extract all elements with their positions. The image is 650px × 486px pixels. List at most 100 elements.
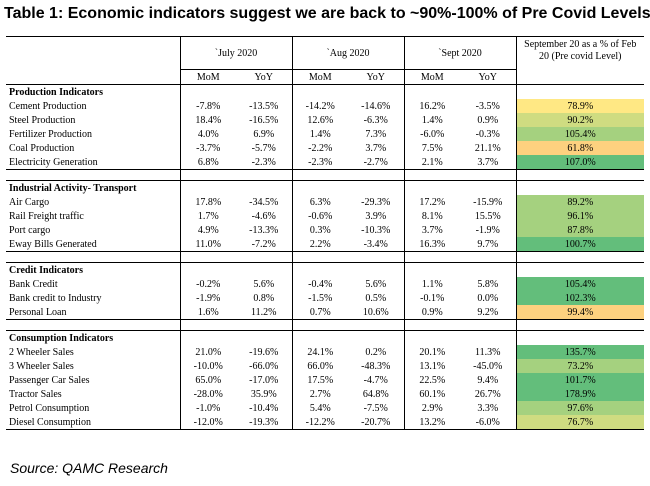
section-header-cell [403, 84, 460, 99]
value-cell: -10.4% [249, 402, 279, 414]
value-cell: 11.3% [475, 346, 501, 358]
value-cell: 15.5% [474, 210, 501, 222]
section-header-cell [179, 330, 236, 345]
pct-cell: 90.2% [515, 113, 645, 127]
table-row: Bank credit to Industry -1.9% 0.8% -1.5% 0.5… [6, 291, 645, 305]
section-title: Production Indicators [6, 84, 180, 99]
header-yoy-jul: YoY [236, 69, 292, 85]
value-cell: 6.3% [291, 195, 348, 209]
value-cell: 66.0% [291, 359, 348, 373]
value-cell: -7.2% [236, 237, 292, 252]
value-cell: 1.4% [291, 127, 348, 141]
value-cell: 4.0% [179, 127, 236, 141]
section-header-cell [236, 330, 292, 345]
value-cell: -66.0% [249, 360, 279, 372]
value-cell: 5.8% [477, 278, 499, 290]
section-spacer [6, 319, 645, 331]
spacer-cell [403, 169, 460, 181]
pct-cell: 105.4% [515, 127, 645, 141]
value-cell: 2.9% [403, 401, 460, 415]
value-cell: 9.4% [477, 374, 499, 386]
pct-cell: 89.2% [515, 195, 645, 209]
value-cell: -10.3% [361, 224, 391, 236]
section-header-cell [236, 180, 292, 195]
value-cell: -0.4% [291, 277, 348, 291]
section-header-cell [460, 330, 517, 345]
section-header-cell [515, 180, 645, 195]
value-cell: -1.0% [179, 401, 236, 415]
pct-cell: 73.2% [515, 359, 645, 373]
spacer-cell [179, 319, 236, 331]
row-label: Cement Production [9, 100, 87, 112]
value-cell: 22.5% [403, 373, 460, 387]
table-row: Port cargo 4.9% -13.3% 0.3% -10.3% 3.7% -1.9% 8… [6, 223, 645, 237]
value-cell: 20.1% [403, 345, 460, 359]
spacer-cell [460, 252, 516, 263]
spacer-cell [460, 320, 516, 331]
pct-cell: 101.7% [515, 373, 645, 387]
pct-cell: 87.8% [515, 223, 645, 237]
section-title: Consumption Indicators [6, 330, 180, 345]
value-cell: 3.7% [460, 155, 517, 170]
value-cell: 17.5% [291, 373, 348, 387]
value-cell: 1.6% [179, 305, 236, 320]
row-label: 2 Wheeler Sales [9, 346, 74, 358]
spacer-cell [515, 319, 645, 331]
spacer-cell [348, 252, 404, 263]
pct-cell: 100.7% [515, 237, 645, 252]
section-header-cell [460, 262, 517, 277]
row-label: Coal Production [9, 142, 75, 154]
header-aug-2020: `Aug 2020 [291, 36, 404, 70]
value-cell: -13.5% [249, 100, 279, 112]
value-cell: 4.9% [179, 223, 236, 237]
value-cell: 24.1% [291, 345, 348, 359]
value-cell: -48.3% [361, 360, 391, 372]
value-cell: 60.1% [403, 387, 460, 401]
value-cell: 17.2% [403, 195, 460, 209]
value-cell: -0.6% [291, 209, 348, 223]
spacer-cell [236, 320, 292, 331]
table-row: Diesel Consumption -12.0% -19.3% -12.2% -20.… [6, 415, 645, 430]
value-cell: -16.5% [249, 114, 279, 126]
value-cell: -2.7% [348, 155, 404, 170]
value-cell: 3.9% [365, 210, 387, 222]
value-cell: -6.3% [363, 114, 388, 126]
row-label: Steel Production [9, 114, 76, 126]
value-cell: 10.6% [348, 305, 404, 320]
spacer-cell [179, 251, 236, 263]
indicators-table: `July 2020 `Aug 2020 `Sept 2020 Septembe… [6, 36, 645, 430]
value-cell: 1.4% [403, 113, 460, 127]
row-label: Petrol Consumption [9, 402, 90, 414]
section-header-cell [403, 262, 460, 277]
value-cell: 11.2% [236, 305, 292, 320]
spacer-cell [348, 320, 404, 331]
value-cell: 2.2% [291, 237, 348, 252]
value-cell: 16.3% [403, 237, 460, 252]
row-label: Personal Loan [6, 305, 180, 320]
section-header-cell [348, 262, 404, 277]
section-header-cell [403, 330, 460, 345]
value-cell: 17.8% [179, 195, 236, 209]
value-cell: -28.0% [179, 387, 236, 401]
value-cell: -1.9% [179, 291, 236, 305]
table-row: Petrol Consumption -1.0% -10.4% 5.4% -7.5% 2.… [6, 401, 645, 415]
spacer-cell [179, 169, 236, 181]
value-cell: 7.3% [365, 128, 387, 140]
table-row: Fertilizer Production 4.0% 6.9% 1.4% 7.3% -6.… [6, 127, 645, 141]
value-cell: 5.6% [253, 278, 275, 290]
value-cell: -10.0% [179, 359, 236, 373]
value-cell: 5.4% [291, 401, 348, 415]
header-sept-vs-feb: September 20 as a % of Feb 20 (Pre covid… [515, 36, 645, 85]
spacer-cell [6, 170, 180, 181]
section-header-cell [179, 180, 236, 195]
value-cell: 1.7% [179, 209, 236, 223]
section-header-cell [179, 262, 236, 277]
row-label: Eway Bills Generated [6, 237, 180, 252]
row-label: 3 Wheeler Sales [9, 360, 74, 372]
header-mom-jul: MoM [179, 69, 236, 85]
row-label: Tractor Sales [9, 388, 62, 400]
header-yoy-sep: YoY [460, 69, 517, 85]
value-cell: -17.0% [249, 374, 279, 386]
value-cell: -0.3% [475, 128, 500, 140]
spacer-cell [291, 169, 348, 181]
